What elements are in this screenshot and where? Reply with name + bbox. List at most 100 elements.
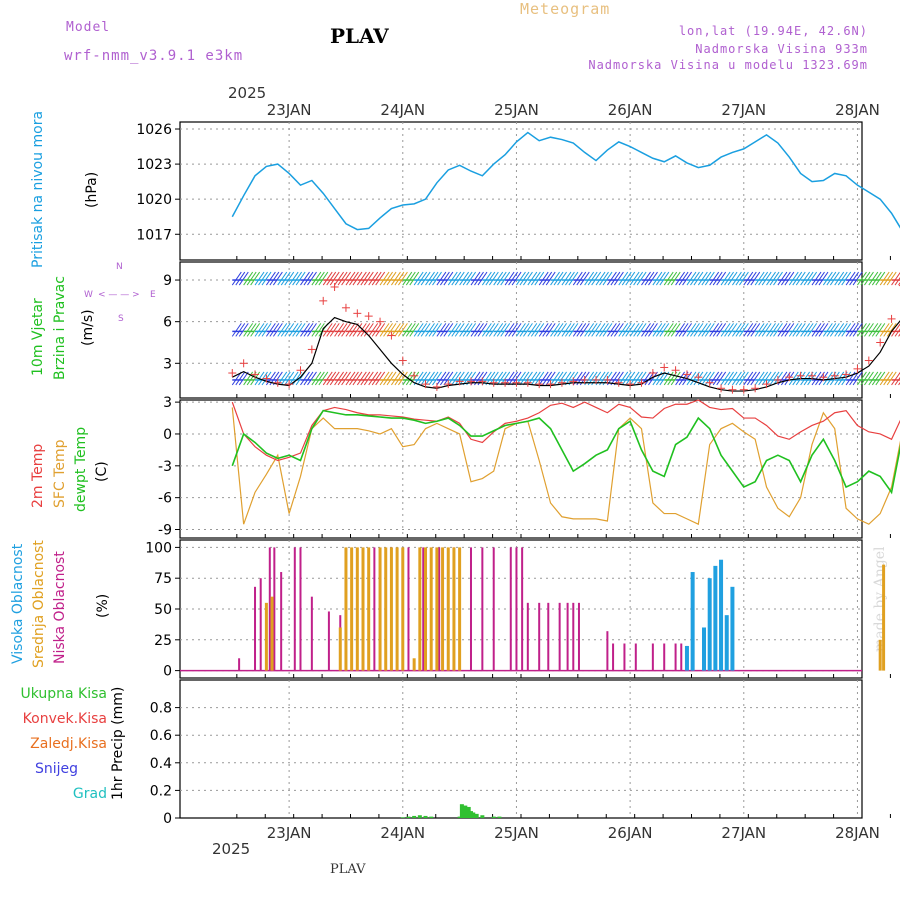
wind-band-mid: [500, 323, 511, 337]
wind-band-high: [868, 271, 879, 286]
wind-band-low: [379, 371, 390, 386]
wind-band-mid: [724, 323, 734, 337]
wind-band-mid: [394, 323, 405, 337]
compass-w: W: [84, 290, 93, 300]
wind-band-high: [822, 271, 833, 286]
wind-band-high: [405, 271, 416, 286]
wind-band-mid: [413, 323, 424, 337]
wind-band-high: [493, 271, 504, 286]
wind-band-mid: [542, 323, 553, 337]
wind-band-low: [739, 371, 749, 386]
cloud-bar: [338, 627, 342, 671]
wind-band-low: [875, 371, 886, 386]
wind-band-mid: [337, 323, 348, 337]
x-tick-label-bottom: 26JAN: [608, 824, 653, 842]
wind-band-high: [519, 271, 530, 286]
panel-frame: [179, 121, 863, 261]
wind-band-mid: [648, 323, 658, 337]
wind-band-low: [849, 371, 859, 386]
x-tick-label-bottom: 24JAN: [380, 824, 425, 842]
wind-band-high: [394, 271, 405, 286]
wind-band-mid: [720, 323, 731, 337]
wind-band-mid: [750, 323, 761, 337]
wind-band-mid: [606, 323, 617, 337]
wind-band-high: [349, 271, 359, 286]
wind-band-high: [818, 271, 829, 286]
wind-band-low: [439, 371, 450, 386]
y-tick-label: 6: [163, 315, 172, 331]
y-tick-label: 100: [145, 540, 172, 556]
footer-station: PLAV: [330, 862, 366, 877]
wind-band-high: [618, 271, 629, 286]
wind-band-high: [576, 271, 587, 286]
wind-band-high: [329, 271, 340, 286]
cloud-bar: [674, 643, 677, 671]
wind-band-mid: [746, 323, 757, 337]
wind-band-mid: [886, 323, 897, 337]
wind-band-mid: [652, 323, 663, 337]
wind-band-low: [530, 371, 541, 386]
wind-band-low: [318, 371, 329, 386]
wind-band-high: [735, 271, 746, 286]
cloud-bar: [469, 547, 472, 671]
wind-band-high: [595, 271, 606, 286]
wind-band-mid: [697, 323, 708, 337]
cloud-bar: [238, 658, 241, 671]
wind-band-high: [280, 271, 291, 286]
wind-band-mid: [587, 323, 598, 337]
wind-band-high: [538, 271, 549, 286]
wind-band-low: [432, 371, 442, 386]
wind-band-mid: [690, 323, 700, 337]
wind-band-low: [451, 371, 462, 386]
wind-band-mid: [636, 323, 647, 337]
wind-band-high: [439, 271, 450, 286]
precip-legend-zaledj: Zaledj.Kisa: [30, 736, 107, 752]
wind-band-high: [451, 271, 462, 286]
wind-band-mid: [258, 323, 268, 337]
wind-band-low: [402, 371, 413, 386]
wind-band-mid: [678, 323, 689, 337]
y-tick-label: 0: [163, 427, 172, 443]
wind-band-mid: [322, 323, 333, 337]
wind-band-mid: [300, 323, 310, 337]
wind-band-low: [326, 371, 337, 386]
wind-band-mid: [621, 323, 632, 337]
cloud-bar: [293, 547, 296, 671]
wind-band-mid: [667, 323, 678, 337]
wind-band-low: [621, 371, 632, 386]
lonlat-label: lon,lat (19.94E, 42.6N): [678, 24, 868, 38]
wind-band-low: [519, 371, 530, 386]
wind-band-low: [758, 371, 769, 386]
wind-band-low: [322, 371, 333, 386]
wind-band-high: [363, 271, 374, 286]
wind-band-low: [341, 371, 351, 386]
precip-bar: [459, 804, 464, 818]
wind-band-mid: [243, 323, 254, 337]
wind-band-mid: [743, 323, 754, 337]
wind-band-high: [883, 271, 894, 286]
wind-band-high: [572, 271, 583, 286]
wind-band-mid: [618, 323, 629, 337]
wind-band-mid: [803, 323, 814, 337]
wind-band-high: [243, 271, 254, 286]
wind-band-high: [864, 271, 874, 286]
wind-band-mid: [470, 323, 481, 337]
wind-band-mid: [670, 323, 681, 337]
wind-band-mid: [508, 323, 518, 337]
wind-band-mid: [784, 323, 795, 337]
wind-band-mid: [686, 323, 697, 337]
wind-band-high: [648, 271, 658, 286]
wind-band-low: [314, 371, 325, 386]
wind-band-high: [686, 271, 697, 286]
wind-band-high: [261, 271, 272, 286]
cloud-bar: [651, 643, 654, 671]
cloud-bar: [663, 643, 666, 671]
wind-band-mid: [481, 323, 492, 337]
wind-band-high: [625, 271, 636, 286]
cloud-bar: [690, 572, 695, 671]
wind-band-high: [697, 271, 708, 286]
wind-band-mid: [712, 323, 723, 337]
wind-band-mid: [834, 323, 845, 337]
y-tick-label: 25: [154, 633, 172, 649]
